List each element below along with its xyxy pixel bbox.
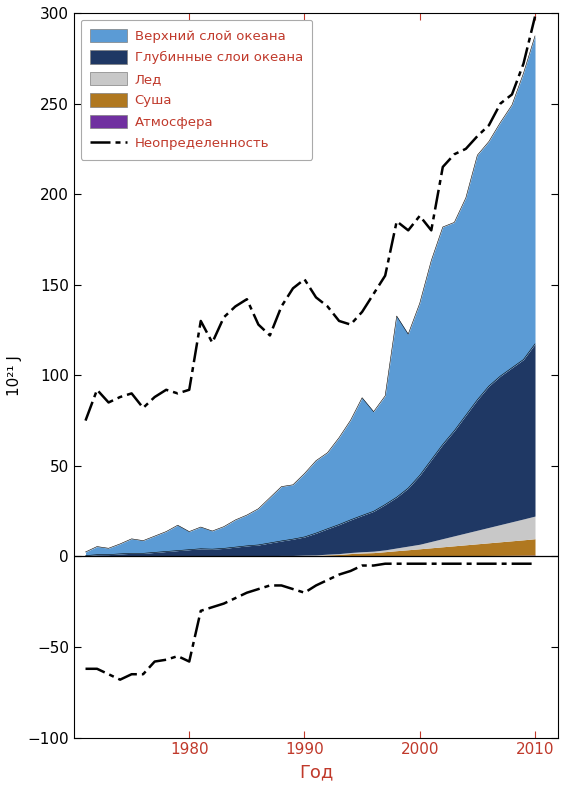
Legend: Верхний слой океана, Глубинные слои океана, Лед, Суша, Атмосфера, Неопределеннос: Верхний слой океана, Глубинные слои океа… [81,20,312,160]
X-axis label: Год: Год [299,763,333,781]
Y-axis label: 10²¹ J: 10²¹ J [7,355,22,396]
